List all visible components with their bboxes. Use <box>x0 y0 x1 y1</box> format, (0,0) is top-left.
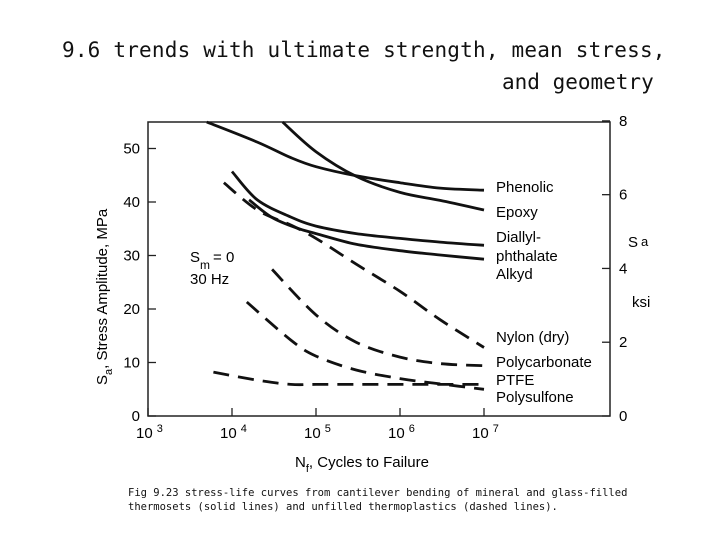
x-tick-label: 10 7 <box>472 423 499 442</box>
slide-title: 9.6 trends with ultimate strength, mean … <box>62 38 666 62</box>
series-label-diallyl-phthalate: Diallyl- <box>496 229 541 246</box>
right-tick-label: 0 <box>619 408 627 425</box>
slide-title-continuation: and geometry <box>502 70 654 94</box>
right-tick-label: 2 <box>619 334 627 351</box>
figure-caption: Fig 9.23 stress-life curves from cantile… <box>128 487 628 513</box>
series-label-epoxy: Epoxy <box>496 204 538 221</box>
y-tick-label: 20 <box>123 301 140 318</box>
series-label-polysulfone: Polysulfone <box>496 389 574 406</box>
y-tick-label: 40 <box>123 194 140 211</box>
y-tick-label: 30 <box>123 248 140 265</box>
curve-ptfe <box>245 300 485 391</box>
series-label-ptfe: PTFE <box>496 372 534 389</box>
series-label-alkyd: Alkyd <box>496 266 533 283</box>
series-label-phenolic: Phenolic <box>496 179 554 196</box>
curve-polycarbonate <box>271 268 485 368</box>
curve-alkyd <box>248 198 485 261</box>
x-tick-label: 10 4 <box>220 423 247 442</box>
right-axis-unit: ksi <box>632 294 650 311</box>
condition-label: Sm = 0 <box>190 249 234 272</box>
x-tick-label: 10 3 <box>136 423 163 442</box>
right-tick-label: 8 <box>619 113 627 130</box>
x-tick-label: 10 6 <box>388 423 415 442</box>
curve-nylon-dry <box>223 181 485 349</box>
curve-phenolic <box>206 120 485 192</box>
series-label-nylon-dry: Nylon (dry) <box>496 329 569 346</box>
y-tick-label: 0 <box>132 408 140 425</box>
x-tick-label: 10 5 <box>304 423 331 442</box>
curve-diallyl-phthalate <box>230 170 485 247</box>
curve-epoxy <box>281 120 485 212</box>
y-tick-label: 10 <box>123 355 140 372</box>
series-label-diallyl-phthalate-cont: phthalate <box>496 248 558 265</box>
curve-polysulfone <box>213 370 484 387</box>
y-axis-label: Sa, Stress Amplitude, MPa <box>94 208 115 385</box>
frequency-label: 30 Hz <box>190 271 229 288</box>
right-tick-label: 6 <box>619 187 627 204</box>
right-tick-label: 4 <box>619 260 627 277</box>
y-tick-label: 50 <box>123 141 140 158</box>
series-label-polycarbonate: Polycarbonate <box>496 354 592 371</box>
x-axis-label: Nf, Cycles to Failure <box>295 454 429 475</box>
